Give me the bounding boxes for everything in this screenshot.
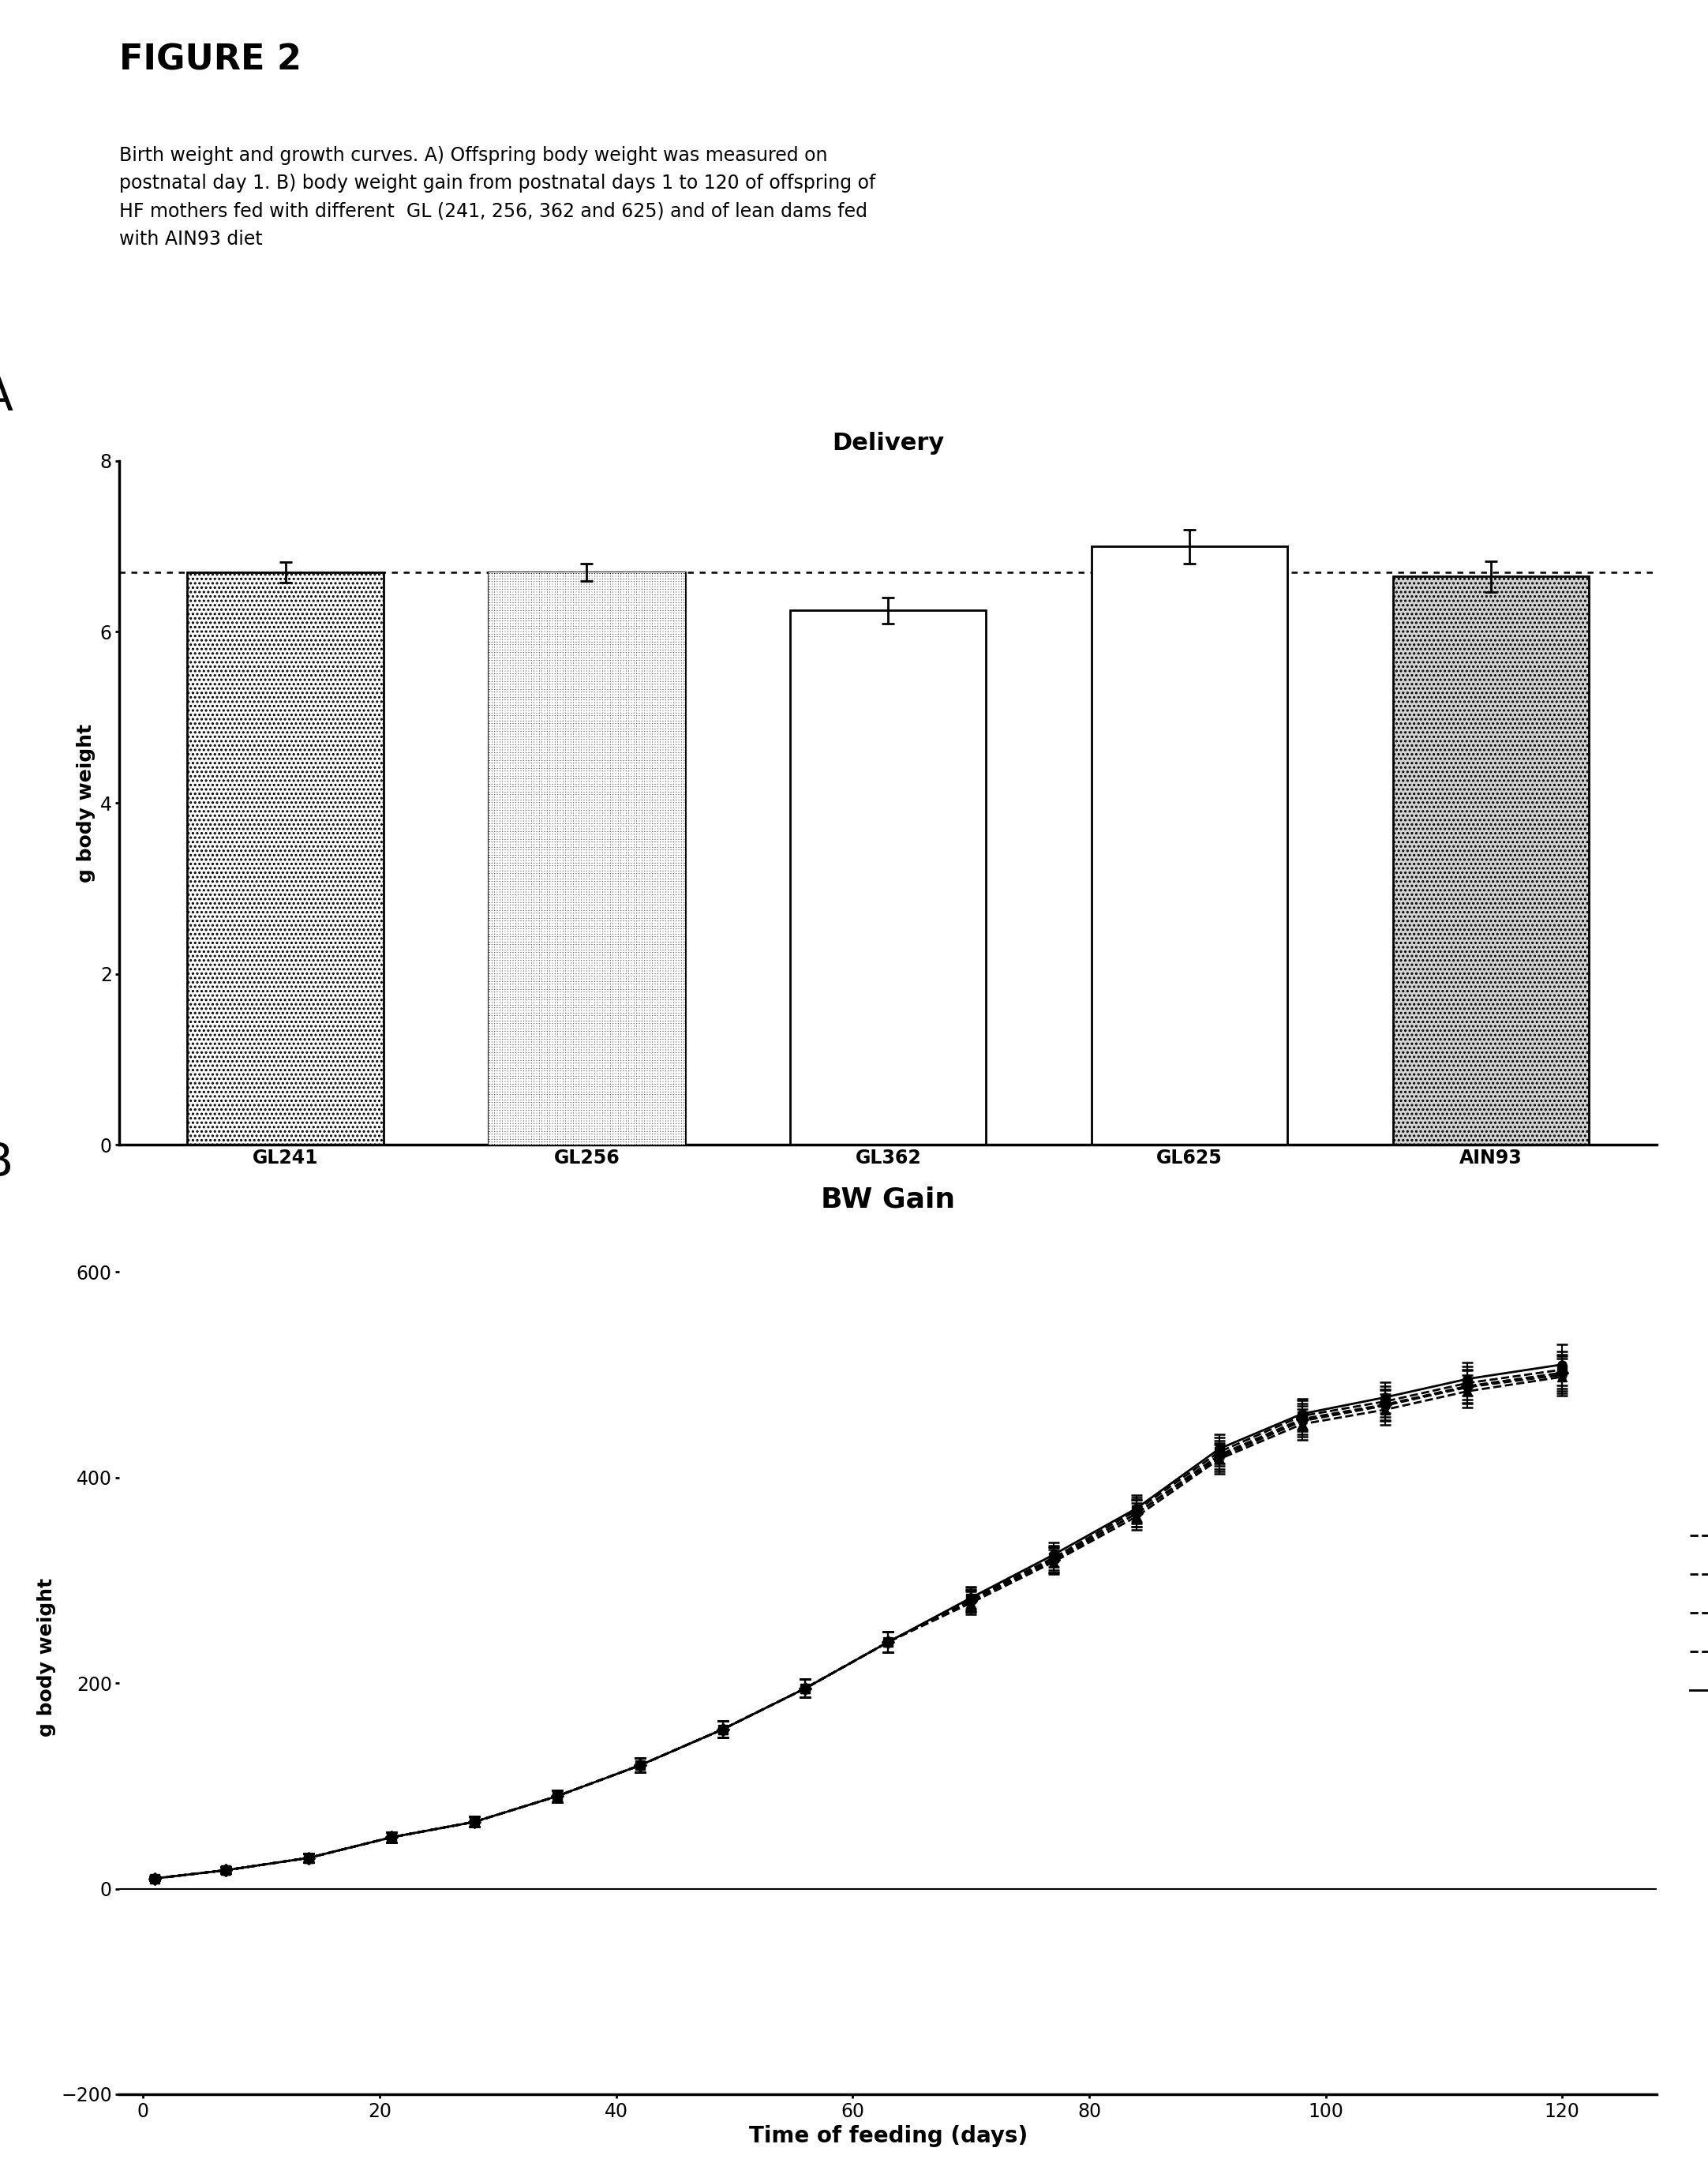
Bar [188, 572, 383, 1144]
Text: B: B [0, 1140, 14, 1185]
Bar [1394, 576, 1588, 1144]
Y-axis label: g body weight: g body weight [38, 1578, 56, 1736]
X-axis label: Time of feeding (days): Time of feeding (days) [748, 2124, 1028, 2148]
Text: Birth weight and growth curves. A) Offspring body weight was measured on
postnat: Birth weight and growth curves. A) Offsp… [120, 147, 876, 248]
Text: HF: HF [722, 1289, 753, 1306]
Y-axis label: g body weight: g body weight [77, 723, 96, 883]
Bar [488, 572, 685, 1144]
Title: Delivery: Delivery [832, 432, 945, 456]
Title: BW Gain: BW Gain [822, 1185, 955, 1213]
Text: FIGURE 2: FIGURE 2 [120, 43, 302, 78]
Bar [488, 572, 685, 1144]
Bar [1091, 546, 1288, 1144]
Legend: GL241, GL256, GL362, GL625, AIN93: GL241, GL256, GL362, GL625, AIN93 [1682, 1520, 1708, 1708]
Text: A: A [0, 376, 12, 421]
Bar [791, 611, 986, 1144]
